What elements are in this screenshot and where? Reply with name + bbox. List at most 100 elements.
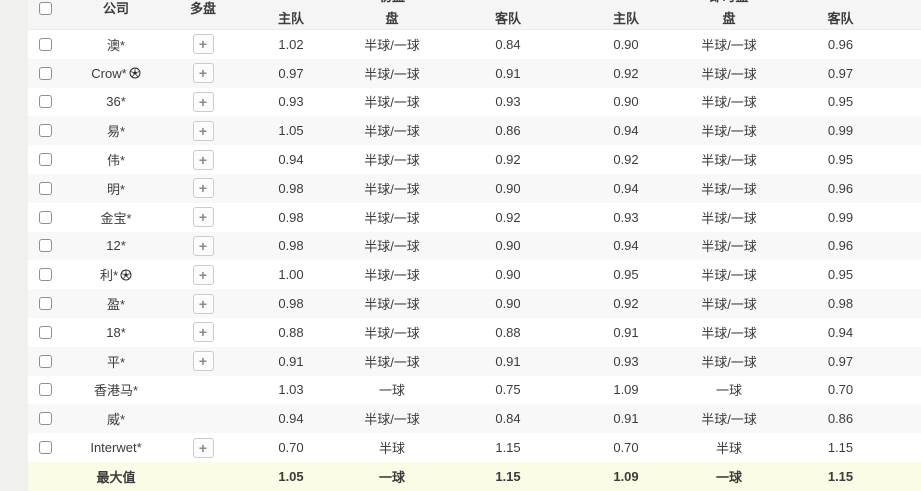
row-checkbox[interactable]: [38, 95, 52, 109]
expand-multi-odds-button[interactable]: +: [192, 235, 214, 256]
header-cell-initial-home: 主队: [236, 0, 346, 29]
live-handicap: 半球/一球: [701, 37, 757, 53]
row-cell-company: 36*: [62, 88, 170, 117]
row-checkbox[interactable]: [38, 297, 52, 311]
company-link[interactable]: 易*: [107, 121, 125, 140]
company-link[interactable]: 威*: [107, 409, 125, 428]
initial-away-odds: 0.90: [495, 238, 521, 254]
column-header-handicap: 盘: [722, 11, 736, 26]
live-away-odds: 1.15: [827, 440, 854, 456]
initial-home-odds: 0.88: [278, 324, 304, 340]
soccer-ball-icon: [120, 269, 132, 281]
header-cell-company: 公司: [62, 0, 170, 29]
row-checkbox[interactable]: [38, 354, 52, 368]
company-name: 18*: [106, 324, 126, 340]
initial-away-odds: 0.90: [495, 267, 521, 283]
row-checkbox[interactable]: [38, 325, 52, 339]
initial-away-odds: 0.88: [495, 324, 521, 340]
expand-multi-odds-button[interactable]: +: [192, 178, 214, 199]
company-link[interactable]: Crow*: [91, 66, 141, 81]
row-cell-checkbox: [28, 232, 62, 261]
live-away-odds: 0.99: [827, 123, 854, 139]
select-all-checkbox[interactable]: [38, 2, 52, 15]
live-away-odds: 0.70: [827, 382, 854, 398]
live-handicap: 一球: [715, 383, 742, 399]
live-home-odds: 1.09: [613, 382, 639, 398]
row-checkbox[interactable]: [38, 412, 52, 426]
row-cell-checkbox: [28, 318, 62, 347]
bookmaker-row: 平* + 0.91 半球/一球 0.91 0.93 半球/一球 0.97: [28, 346, 921, 376]
row-checkbox[interactable]: [38, 210, 52, 224]
expand-multi-odds-button[interactable]: +: [192, 149, 214, 170]
company-name: 香港马*: [93, 383, 139, 399]
company-name: 威*: [106, 412, 126, 428]
live-handicap: 半球/一球: [701, 354, 757, 370]
company-link[interactable]: 平*: [107, 352, 125, 371]
row-checkbox[interactable]: [38, 153, 52, 167]
company-link[interactable]: 金宝*: [100, 208, 131, 227]
row-cell-multi: +: [170, 347, 236, 376]
initial-away-odds: 0.86: [495, 123, 521, 139]
company-link[interactable]: 12*: [106, 238, 126, 253]
expand-multi-odds-button[interactable]: +: [192, 322, 214, 343]
row-checkbox[interactable]: [38, 181, 52, 195]
live-away-odds: 0.96: [827, 36, 854, 52]
row-checkbox[interactable]: [38, 66, 52, 80]
initial-home-odds: 1.02: [278, 36, 304, 52]
bookmaker-row: 36* + 0.93 半球/一球 0.93 0.90 半球/一球 0.95: [28, 87, 921, 117]
row-checkbox[interactable]: [38, 268, 52, 282]
header-cell-checkbox: [28, 0, 62, 29]
summary-initial-handicap: 一球: [378, 469, 405, 485]
initial-away-odds: 0.84: [495, 411, 521, 427]
bookmaker-row: 利* + 1.00 半球/一球 0.90 0.95 半球/一球 0.95: [28, 260, 921, 290]
company-link[interactable]: 盈*: [107, 294, 125, 313]
summary-live-away-odds: 1.15: [827, 468, 854, 484]
row-checkbox[interactable]: [38, 441, 52, 455]
initial-home-odds: 0.94: [278, 152, 304, 168]
company-link[interactable]: Interwet*: [90, 440, 141, 455]
expand-multi-odds-button[interactable]: +: [192, 293, 214, 314]
expand-multi-odds-button[interactable]: +: [192, 63, 214, 84]
expand-multi-odds-button[interactable]: +: [192, 264, 214, 285]
expand-multi-odds-button[interactable]: +: [192, 34, 214, 55]
live-away-odds: 0.95: [827, 94, 854, 110]
bookmaker-row: 威* + 0.94 半球/一球 0.84 0.91 半球/一球 0.86: [28, 404, 921, 434]
company-link[interactable]: 36*: [106, 94, 126, 109]
company-link[interactable]: 明*: [107, 179, 125, 198]
live-away-odds: 0.96: [827, 180, 854, 196]
initial-away-odds: 0.90: [495, 180, 521, 196]
column-header-multi-odds: 多盘: [189, 1, 216, 16]
company-link[interactable]: 18*: [106, 325, 126, 340]
initial-handicap: 半球/一球: [364, 268, 420, 284]
row-cell-multi: +: [170, 203, 236, 232]
row-cell-company: 伟*: [62, 145, 170, 174]
header-cell-multi: 多盘: [170, 0, 236, 29]
row-checkbox[interactable]: [38, 383, 52, 397]
company-link[interactable]: 香港马*: [94, 380, 138, 399]
row-cell-company: Crow*: [62, 59, 170, 88]
row-cell-multi: +: [170, 59, 236, 88]
company-link[interactable]: 伟*: [107, 150, 125, 169]
company-link[interactable]: 澳*: [107, 35, 125, 54]
initial-handicap: 半球/一球: [364, 181, 420, 197]
expand-multi-odds-button[interactable]: +: [192, 207, 214, 228]
row-checkbox[interactable]: [38, 37, 52, 51]
company-link[interactable]: 利*: [100, 265, 132, 284]
expand-multi-odds-button[interactable]: +: [192, 437, 214, 458]
initial-handicap: 半球/一球: [364, 297, 420, 313]
initial-away-odds: 0.84: [495, 36, 521, 52]
row-cell-checkbox: [28, 260, 62, 289]
header-cell-live-handicap: 即时盘 盘: [674, 0, 784, 29]
expand-multi-odds-button[interactable]: +: [192, 120, 214, 141]
expand-multi-odds-button[interactable]: +: [192, 91, 214, 112]
summary-live-home-odds: 1.09: [613, 468, 639, 484]
row-checkbox[interactable]: [38, 239, 52, 253]
bookmaker-row: 易* + 1.05 半球/一球 0.86 0.94 半球/一球 0.99: [28, 116, 921, 146]
row-cell-multi: +: [170, 232, 236, 261]
initial-home-odds: 1.03: [278, 382, 304, 398]
live-home-odds: 0.92: [613, 152, 639, 168]
row-checkbox[interactable]: [38, 124, 52, 138]
bookmaker-row: 18* + 0.88 半球/一球 0.88 0.91 半球/一球 0.94: [28, 317, 921, 347]
expand-multi-odds-button[interactable]: +: [192, 351, 214, 372]
bookmaker-row: Interwet* + 0.70 半球 1.15 0.70 半球 1.15: [28, 433, 921, 462]
